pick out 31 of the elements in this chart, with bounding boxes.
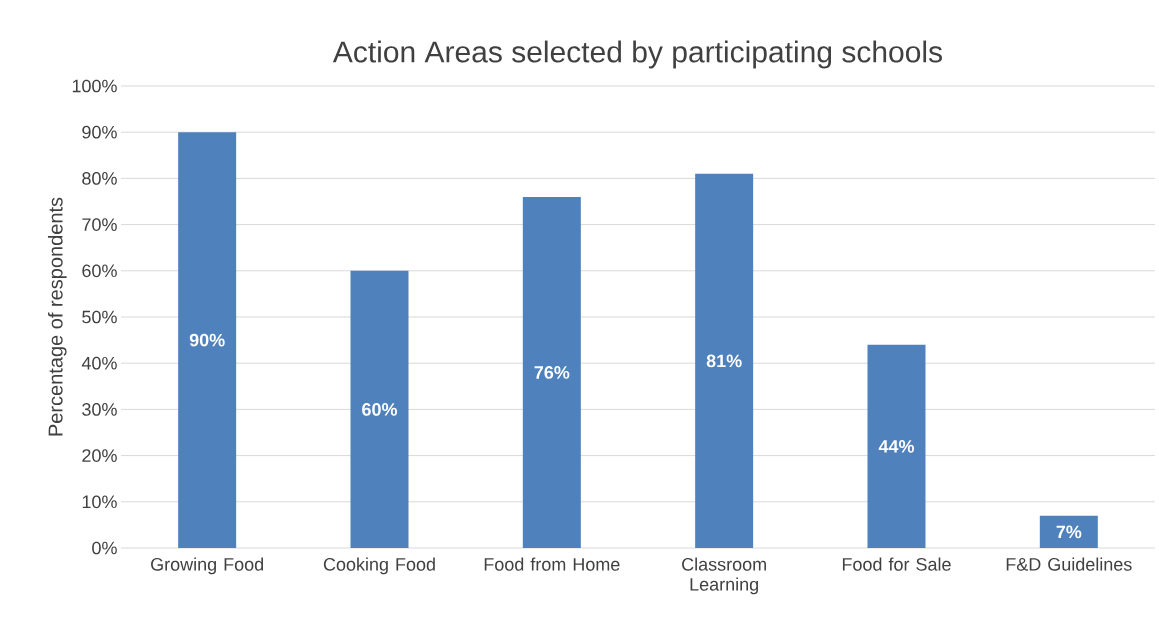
y-tick-label: 0% (92, 541, 117, 555)
bar (522, 196, 581, 548)
bar (695, 173, 754, 548)
bar (1039, 515, 1098, 548)
x-tick-label: Growing Food (151, 557, 263, 575)
chart-title: Action Areas selected by participating schools (332, 40, 942, 69)
y-tick-label: 40% (81, 356, 117, 370)
x-tick-label: Cooking Food (323, 557, 435, 575)
x-tick-label: Classroom Learning (682, 557, 766, 595)
bar (350, 270, 409, 548)
y-tick-label: 20% (82, 449, 117, 462)
data-label: 60% (362, 403, 398, 416)
x-tick-label: Food for Sale (842, 557, 951, 571)
bar (867, 344, 926, 548)
bar (178, 132, 237, 548)
data-label: 7% (1056, 525, 1082, 539)
y-tick-label: 100% (72, 79, 117, 93)
y-tick-label: 50% (82, 310, 117, 324)
x-tick-label: Food from Home (484, 557, 620, 571)
data-label: 90% (189, 333, 225, 347)
y-tick-label: 30% (82, 403, 117, 416)
y-tick-label: 10% (82, 495, 117, 509)
y-tick-label: 60% (82, 264, 117, 278)
data-label: 76% (534, 366, 570, 379)
data-label: 44% (878, 440, 915, 453)
y-tick-label: 90% (82, 125, 117, 139)
x-tick-label: F&D Guidelines (1006, 557, 1132, 571)
y-axis-title: Percentage of respondents (47, 197, 67, 436)
data-label: 81% (706, 354, 742, 368)
y-tick-label: 70% (82, 218, 117, 231)
y-tick-label: 80% (82, 172, 117, 185)
